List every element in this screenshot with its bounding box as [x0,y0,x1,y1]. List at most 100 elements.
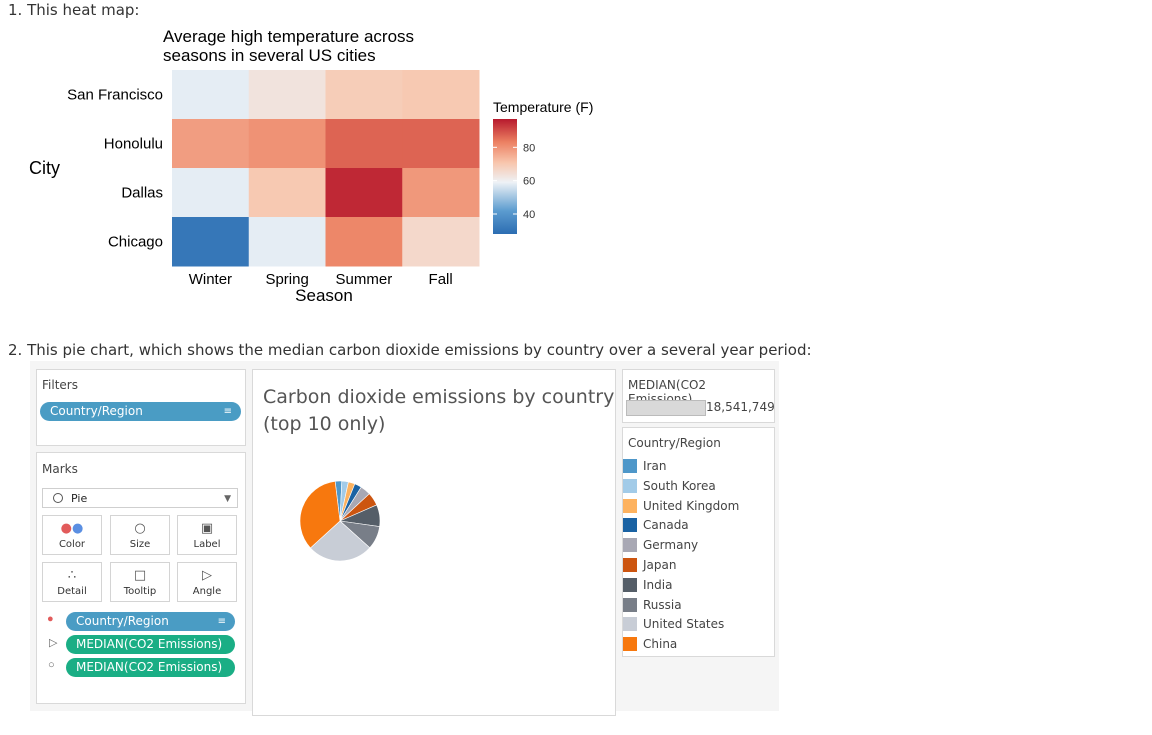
chevron-down-icon: ▼ [224,494,231,504]
legend-label: Canada [643,518,689,533]
pie-chart [299,480,381,562]
color-dots-icon: ●● [60,521,84,536]
legend-label: Iran [643,459,667,473]
size-icon: ○ [134,521,146,536]
legend-swatch [623,637,637,652]
heatmap-x-tick-label: Spring [265,271,308,288]
size-legend-value: 18,541,749 [706,400,775,414]
heatmap-x-tick-label: Winter [189,271,232,288]
legend-swatch [623,518,637,533]
legend-label: United States [643,617,725,632]
marks-pill-size[interactable]: MEDIAN(CO2 Emissions) [66,658,235,677]
heatmap-cell [248,70,326,120]
label-icon: ▣ [200,521,214,536]
legend-swatch [623,538,637,553]
sort-icon: ≡ [217,616,226,627]
marks-card: Marks Pie ▼ ●● Color ○ Size ▣ Label ∴ De… [36,452,246,704]
label-button-label: Label [193,539,221,550]
angle-icon: ▷ [202,568,212,583]
legend-label: China [643,637,678,652]
marks-pill-angle[interactable]: MEDIAN(CO2 Emissions) [66,635,235,654]
legend-swatch [623,558,637,572]
color-button-label: Color [58,539,86,550]
heatmap-y-axis-label: City [29,158,60,178]
tableau-worksheet: Filters Country/Region ≡ Marks Pie ▼ ●● … [30,361,779,716]
colorbar [493,119,517,234]
color-legend-title: Country/Region [628,436,721,450]
size-button-label: Size [129,539,151,550]
mark-type-label: Pie [71,492,88,505]
pie-title-line-1: Carbon dioxide emissions by country [263,386,615,408]
legend-label: Russia [643,597,682,612]
pie-title: Carbon dioxide emissions by country (top… [263,384,614,438]
marks-title: Marks [42,462,78,476]
sort-icon: ≡ [223,406,232,417]
heatmap-x-tick-label: Summer [336,271,393,288]
size-legend: MEDIAN(CO2 Emissions) 18,541,749 [622,369,775,423]
marks-pill-country[interactable]: Country/Region ≡ [66,612,235,631]
marks-pill-angle-label: MEDIAN(CO2 Emissions) [76,637,223,651]
heatmap-cell [172,168,250,218]
legend-label: Germany [643,538,699,553]
tooltip-icon: □ [133,568,147,583]
detail-button-label: Detail [57,586,87,597]
angle-icon: ▷ [49,637,58,649]
legend-swatch [623,617,637,632]
filters-title: Filters [42,378,78,392]
heatmap-cell [402,119,480,169]
heatmap-cell [172,70,250,120]
color-button[interactable]: ●● Color [42,515,102,555]
marks-pill-country-label: Country/Region [76,614,169,628]
mark-type-dropdown[interactable]: Pie ▼ [42,488,238,508]
heatmap-cell [402,168,480,218]
pie-slice-china[interactable] [299,480,341,549]
detail-button[interactable]: ∴ Detail [42,562,102,602]
question-1: 1. This heat map: [8,1,140,19]
size-legend-bar [626,400,706,416]
heatmap-cell [325,168,403,218]
heatmap-x-tick-label: Fall [429,271,453,288]
filter-pill-country[interactable]: Country/Region ≡ [40,402,241,421]
heatmap-y-tick-label: Dallas [121,185,163,202]
view-area: Carbon dioxide emissions by country (top… [252,369,616,716]
filter-pill-label: Country/Region [50,404,143,418]
legend-label: South Korea [643,478,716,493]
tooltip-button[interactable]: □ Tooltip [110,562,170,602]
legend-label: Japan [643,558,677,572]
size-button[interactable]: ○ Size [110,515,170,555]
heatmap-cell [248,119,326,169]
filters-card: Filters Country/Region ≡ [36,369,246,446]
colorbar-tick-label: 40 [523,209,535,221]
pie-slice-united-states[interactable] [309,520,371,562]
angle-button-label: Angle [192,586,222,597]
heatmap-cell [172,217,250,267]
heatmap-cell [402,217,480,267]
heatmap-y-tick-label: Honolulu [104,136,163,153]
heatmap-chart: Average high temperature across seasons … [29,27,593,305]
label-button[interactable]: ▣ Label [177,515,237,555]
heatmap-cell [325,70,403,120]
heatmap-cell [402,70,480,120]
heatmap-y-tick-label: San Francisco [67,87,163,104]
pie-icon [53,493,63,503]
color-legend: Country/Region [622,427,775,657]
heatmap-cell [248,168,326,218]
marks-pill-size-label: MEDIAN(CO2 Emissions) [76,660,223,674]
colorbar-title: Temperature (F) [493,99,593,115]
angle-button[interactable]: ▷ Angle [177,562,237,602]
heatmap-x-axis-label: Season [295,286,353,305]
heatmap-cell [172,119,250,169]
heatmap-cell [248,217,326,267]
colorbar-tick-label: 60 [523,176,535,188]
legend-label: United Kingdom [643,498,740,513]
legend-swatch [623,577,637,592]
heatmap-cell [325,119,403,169]
legend-swatch [623,597,637,612]
tooltip-button-label: Tooltip [123,586,157,597]
heatmap-y-tick-label: Chicago [108,234,163,251]
question-2: 2. This pie chart, which shows the media… [8,341,812,359]
heatmap-title-line-1: Average high temperature across [163,27,414,46]
heatmap-cell [325,217,403,267]
size-icon: ○ [48,659,55,671]
legend-label: India [643,577,673,592]
